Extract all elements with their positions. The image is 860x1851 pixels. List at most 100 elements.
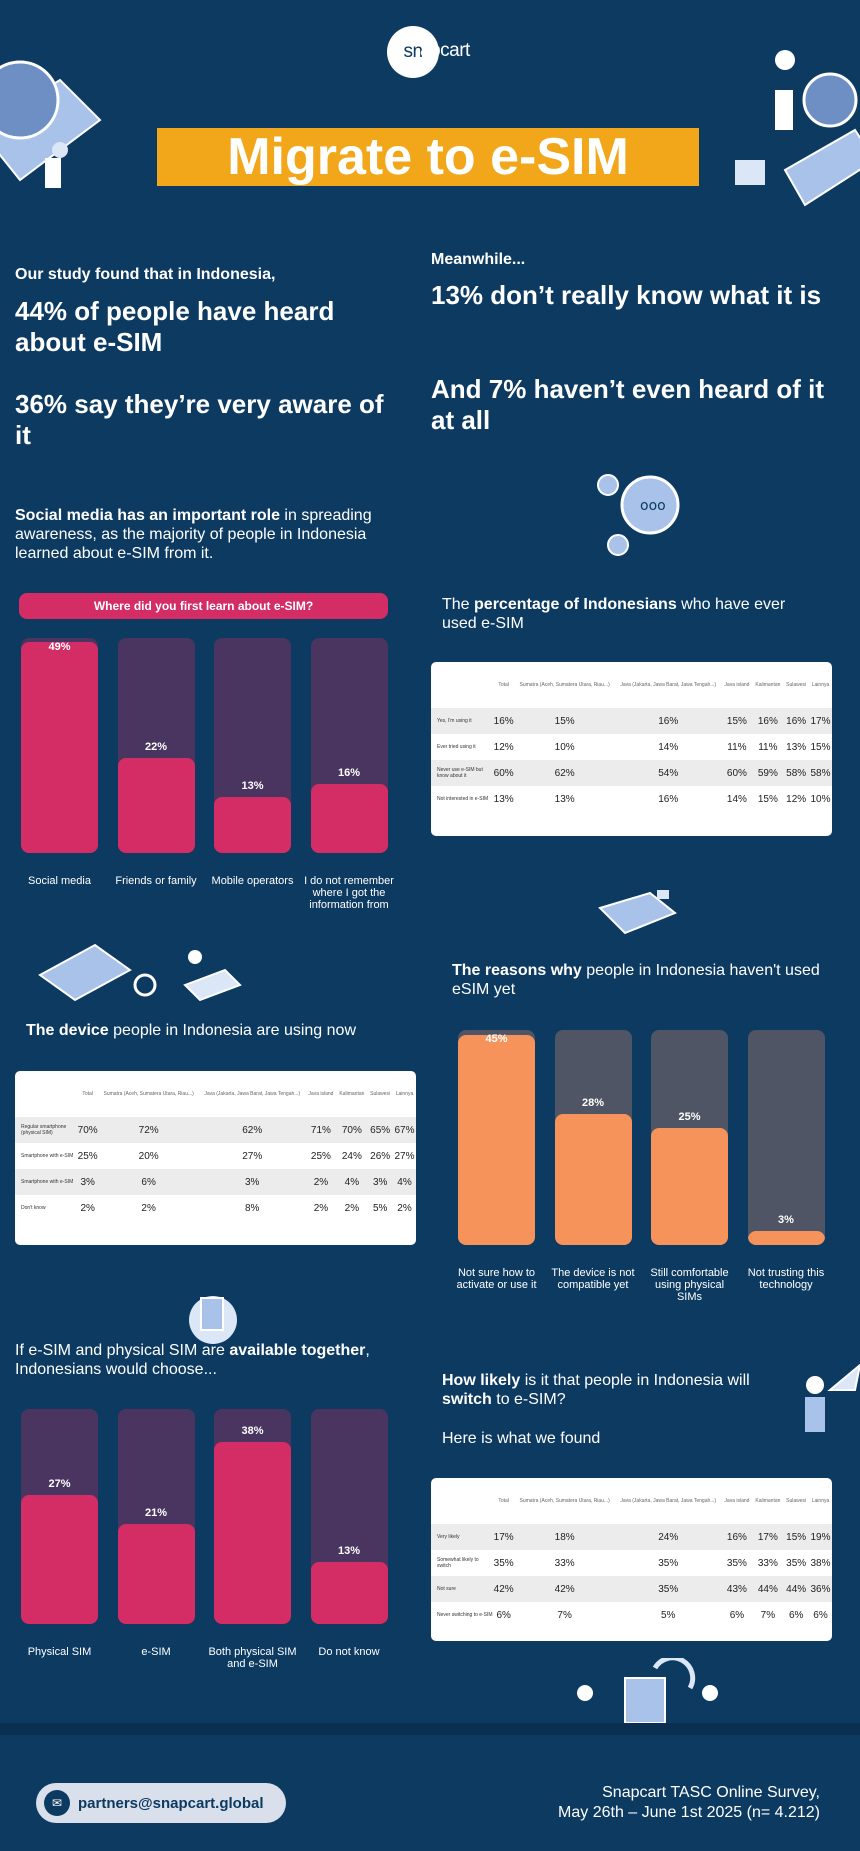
table-row: Yes, I'm using it 16% 15% 16% 15% 16% 16% 17%: [431, 708, 832, 734]
device-heading: The device people in Indonesia are using…: [26, 1022, 356, 1039]
bar: [310, 1561, 388, 1624]
table-cell: 58%: [783, 760, 809, 786]
bar: [214, 797, 291, 853]
table-row: Not sure 42% 42% 35% 43% 44% 44% 36%: [431, 1576, 832, 1602]
table-row-label: Very likely: [431, 1524, 493, 1550]
table-row: Ever tried using it 12% 10% 14% 11% 11% 13% 15%: [431, 734, 832, 760]
bar: [214, 1442, 291, 1624]
learn-chart-title: Where did you first learn about e-SIM?: [19, 593, 388, 619]
bar: [117, 758, 195, 853]
table-row-label: Yes, I'm using it: [431, 708, 493, 734]
device-table: Total Sumatra (Aceh, Sumatera Utara, Riau…: [15, 1071, 416, 1221]
table-column-header: Sumatra (Aceh, Sumatera Utara, Riau...): [519, 1498, 610, 1504]
reasons-heading: The reasons why people in Indonesia have…: [452, 962, 820, 998]
table-cell: 17%: [752, 1524, 784, 1550]
table-column-header: Java (Jakarta, Jawa Barat, Jawa Tengah..…: [204, 1091, 301, 1097]
person-running-illustration: [805, 1363, 860, 1432]
table-column-header: Total: [498, 1498, 509, 1504]
table-cell: 44%: [752, 1576, 784, 1602]
bar-value-label: 28%: [581, 1097, 605, 1110]
table-cell: 2%: [141, 1202, 156, 1214]
bar-value-label: 25%: [678, 1111, 701, 1124]
table-cell: 14%: [726, 793, 747, 805]
table-cell: 8%: [244, 1202, 260, 1214]
bar-value-label: 49%: [48, 641, 71, 653]
table-column-header: Kalimantan: [339, 1091, 365, 1097]
svg-text:ooo: ooo: [640, 498, 666, 514]
table-cell: 18%: [514, 1524, 615, 1550]
table-cell: 5%: [660, 1609, 676, 1621]
table-cell: 16%: [614, 708, 722, 734]
table-corner: [431, 662, 493, 708]
table-row: Somewhat likely to switch 35% 33% 35% 35% 33%…: [431, 1550, 832, 1576]
table-column-header: Kalimantan: [755, 682, 781, 688]
table-cell: 2%: [80, 1202, 95, 1214]
table-column-header: Java island: [308, 1091, 334, 1097]
table-cell: 36%: [808, 1576, 832, 1602]
chat-bubbles-icon: ooo: [597, 474, 680, 556]
bar-value-label: 13%: [337, 1544, 361, 1557]
table-cell: 16%: [658, 793, 679, 805]
table-row-label: Smartphone with e-SIM: [21, 1153, 74, 1159]
contact-email[interactable]: partners@snapcart.global: [78, 1794, 264, 1812]
choose-heading: If e-SIM and physical SIM are available …: [15, 1342, 370, 1378]
switch-heading: How likely is it that people in Indonesi…: [442, 1372, 750, 1408]
bar-value-label: 38%: [241, 1425, 264, 1438]
bar: [310, 784, 388, 853]
table-column-header: Sumatra (Aceh, Sumatera Utara, Riau...): [519, 682, 610, 688]
bar-category-label: Do not know: [318, 1646, 380, 1658]
table-row: Smartphone with e-SIM 25% 20% 27% 25% 24% 26% 2…: [15, 1143, 416, 1169]
phone-sim-illustration: [598, 890, 677, 935]
table-column-header: Java (Jakarta, Jawa Barat, Jawa Tengah..…: [620, 1498, 717, 1504]
bar-category-label: Social media: [28, 875, 91, 887]
bar-category-label: Both physical SIM and e-SIM: [208, 1646, 297, 1670]
left-intro-stat-aware: 36% say they’re very aware of it: [15, 389, 384, 450]
table-cell: 13%: [786, 741, 807, 753]
left-intro-lead: Our study found that in Indonesia,: [15, 266, 276, 283]
contact-email-button[interactable]: ✉ partners@snapcart.global: [36, 1783, 286, 1823]
table-cell: 15%: [757, 793, 778, 805]
bar-value-label: 3%: [778, 1213, 794, 1226]
bar: [554, 1114, 632, 1245]
bar-track: 13%: [310, 1409, 388, 1624]
table-cell: 10%: [810, 793, 831, 805]
table-column-header: Sulawesi: [786, 1498, 807, 1504]
bar-track: 3%: [747, 1030, 825, 1245]
table-cell: 60%: [721, 760, 753, 786]
table-row-label: Not interested in e-SIM: [437, 796, 489, 802]
table-cell: 33%: [757, 1557, 778, 1569]
table-column-header: Total: [82, 1091, 93, 1097]
source-line-1: Snapcart TASC Online Survey,: [602, 1784, 820, 1801]
bar: [747, 1230, 825, 1245]
table-cell: 5%: [372, 1202, 388, 1214]
bar-value-label: 45%: [485, 1033, 508, 1045]
table-column-header: Lainnya: [395, 1091, 414, 1097]
bar-category-label: Mobile operators: [211, 875, 294, 887]
table-cell: 67%: [392, 1117, 416, 1143]
table-cell: 7%: [760, 1609, 776, 1621]
table-cell: 15%: [514, 708, 615, 734]
bar-value-label: 21%: [144, 1506, 168, 1519]
table-cell: 12%: [493, 741, 514, 753]
table-cell: 13%: [493, 793, 514, 805]
table-cell: 3%: [77, 1169, 99, 1195]
devices-illustration: [38, 943, 242, 1002]
table-cell: 11%: [758, 741, 778, 753]
table-cell: 44%: [783, 1576, 809, 1602]
bar-category-label: The device is not compatible yet: [551, 1267, 635, 1291]
bar: [21, 1495, 98, 1624]
table-cell: 70%: [336, 1117, 368, 1143]
bar-category-label: Not trusting this technology: [747, 1267, 825, 1291]
bar: [651, 1128, 728, 1245]
bar-value-label: 22%: [144, 741, 168, 754]
snapcart-logo-text: apcart: [420, 40, 470, 61]
table-cell: 15%: [810, 741, 831, 753]
table-cell: 35%: [614, 1576, 722, 1602]
bar-track: 27%: [21, 1409, 98, 1624]
table-column-header: Java island: [724, 1498, 750, 1504]
switch-subheading: Here is what we found: [442, 1430, 601, 1447]
table-column-header: Lainnya: [811, 682, 830, 688]
table-cell: 20%: [138, 1150, 159, 1162]
table-cell: 17%: [493, 1524, 515, 1550]
table-row: Don't know 2% 2% 8% 2% 2% 5% 2%: [15, 1195, 416, 1221]
